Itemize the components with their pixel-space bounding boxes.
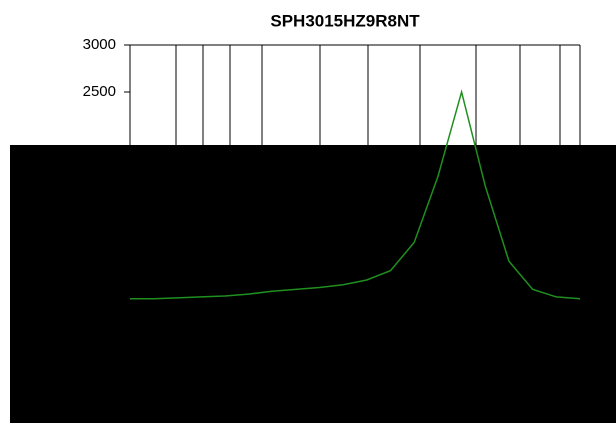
chart-title: SPH3015HZ9R8NT	[270, 11, 420, 30]
line-series	[130, 89, 581, 300]
frame-lines	[129, 44, 581, 327]
corrupted-region	[10, 145, 616, 423]
corrupted-band	[10, 100, 616, 145]
y-tick-label: 2500	[83, 83, 116, 100]
y-tick-label: 3000	[83, 36, 116, 53]
